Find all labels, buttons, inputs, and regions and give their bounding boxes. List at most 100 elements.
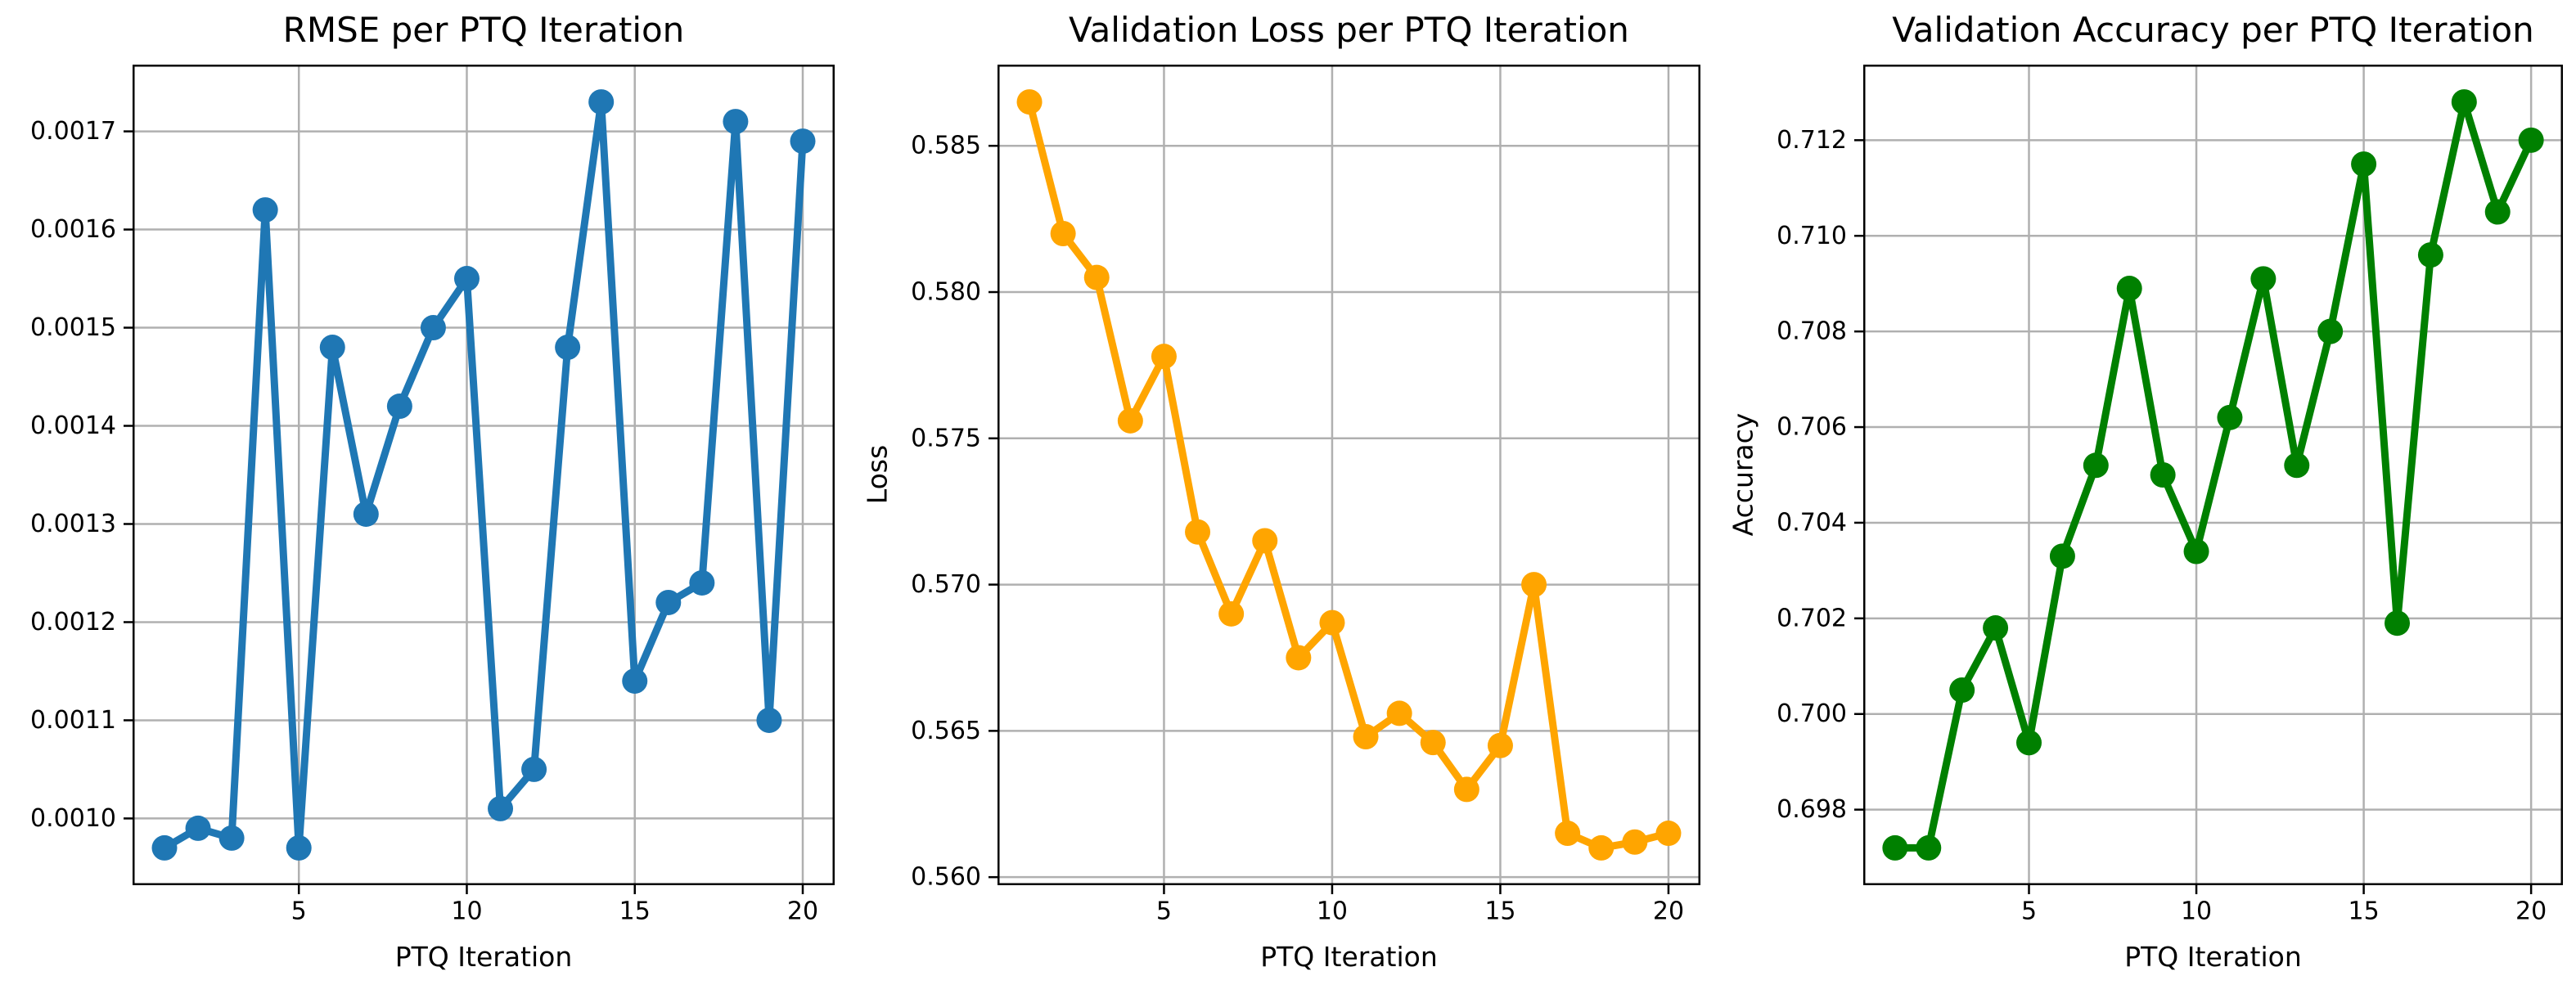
data-point xyxy=(790,128,816,155)
data-point xyxy=(2417,242,2443,268)
data-point xyxy=(1185,519,1211,545)
y-tick-label: 0.560 xyxy=(911,863,981,892)
axes-spines xyxy=(1863,65,2563,885)
y-tick-label: 0.580 xyxy=(911,278,981,307)
data-point xyxy=(252,197,278,223)
data-point xyxy=(555,335,581,361)
data-point xyxy=(453,266,480,292)
y-tick-label: 0.704 xyxy=(1777,508,1847,537)
accuracy-y-axis-label: Accuracy xyxy=(1727,412,1759,537)
axes-spines xyxy=(133,65,835,885)
data-point xyxy=(1016,89,1043,115)
line-series xyxy=(1025,98,1673,852)
y-tick-label: 0.565 xyxy=(911,717,981,745)
data-point xyxy=(2016,730,2042,756)
data-point xyxy=(1555,821,1581,847)
data-point xyxy=(1588,834,1615,861)
data-point xyxy=(689,569,715,596)
data-point xyxy=(756,707,782,733)
x-tick-label: 15 xyxy=(1484,897,1515,926)
data-point xyxy=(1286,645,1312,671)
data-point xyxy=(2049,543,2075,569)
axes-spines xyxy=(998,65,1700,885)
accuracy-x-axis-label: PTQ Iteration xyxy=(2124,941,2302,973)
data-point xyxy=(185,815,211,841)
data-point xyxy=(386,394,412,420)
data-point xyxy=(2518,127,2544,153)
data-point xyxy=(1882,834,1908,861)
data-point xyxy=(2317,318,2344,344)
data-point xyxy=(1949,677,1975,704)
loss-x-axis-label: PTQ Iteration xyxy=(1260,941,1438,973)
data-point xyxy=(2250,266,2277,292)
y-tick-label: 0.0010 xyxy=(30,804,116,833)
data-point xyxy=(723,109,749,135)
data-point xyxy=(353,501,379,527)
y-tick-label: 0.702 xyxy=(1777,604,1847,632)
data-point xyxy=(1622,829,1648,855)
loss-line-chart: 5 10 15 20 0.560 0.565 0.570 0.575 0.580 0.585 xyxy=(911,65,1700,926)
data-point xyxy=(1420,730,1446,756)
rmse-x-axis-label: PTQ Iteration xyxy=(394,941,573,973)
y-tick-label: 0.0015 xyxy=(30,313,116,342)
loss-chart-title: Validation Loss per PTQ Iteration xyxy=(1069,10,1629,50)
y-tick-label: 0.708 xyxy=(1777,317,1847,346)
data-point xyxy=(2183,538,2209,564)
loss-y-axis-label: Loss xyxy=(861,444,894,505)
data-point xyxy=(1083,264,1110,290)
data-point xyxy=(286,834,312,861)
x-tick-label: 5 xyxy=(1156,897,1172,926)
data-point xyxy=(1353,724,1379,750)
x-tick-label: 20 xyxy=(2515,897,2547,926)
rmse-chart-title: RMSE per PTQ Iteration xyxy=(282,10,685,50)
y-tick-label: 0.0011 xyxy=(30,706,116,735)
data-point xyxy=(2116,276,2142,302)
data-point xyxy=(151,834,178,861)
data-point xyxy=(1319,609,1345,636)
data-point xyxy=(319,335,345,361)
data-point xyxy=(1151,344,1177,370)
data-point xyxy=(1453,776,1479,803)
data-point xyxy=(2284,452,2310,479)
y-tick-label: 0.0016 xyxy=(30,215,116,244)
data-point xyxy=(1655,821,1682,847)
x-tick-label: 10 xyxy=(1317,897,1348,926)
data-point xyxy=(1983,615,2009,641)
x-tick-label: 5 xyxy=(291,897,307,926)
y-tick-label: 0.712 xyxy=(1777,126,1847,155)
y-tick-label: 0.706 xyxy=(1777,413,1847,442)
y-tick-label: 0.0014 xyxy=(30,412,116,440)
data-point xyxy=(2351,151,2377,178)
x-tick-label: 10 xyxy=(451,897,482,926)
y-tick-label: 0.570 xyxy=(911,570,981,599)
y-tick-label: 0.700 xyxy=(1777,699,1847,728)
y-tick-label: 0.585 xyxy=(911,132,981,160)
data-point xyxy=(521,756,547,782)
accuracy-chart-title: Validation Accuracy per PTQ Iteration xyxy=(1892,10,2534,50)
data-point xyxy=(2484,199,2511,225)
y-tick-label: 0.0012 xyxy=(30,608,116,636)
data-point xyxy=(2217,404,2243,430)
data-point xyxy=(588,89,615,115)
data-point xyxy=(1252,528,1278,554)
x-tick-label: 15 xyxy=(619,897,651,926)
accuracy-line-chart: 5 10 15 20 0.698 0.700 0.702 0.704 0.706 0.708 0.7… xyxy=(1777,65,2563,926)
data-point xyxy=(622,668,648,694)
y-tick-label: 0.0017 xyxy=(30,117,116,146)
x-tick-label: 20 xyxy=(1653,897,1684,926)
data-point xyxy=(1117,407,1143,434)
line-series xyxy=(1891,98,2535,852)
data-point xyxy=(2083,452,2109,479)
data-point xyxy=(2385,610,2410,636)
data-point xyxy=(1916,834,1942,861)
data-point xyxy=(488,795,514,821)
y-tick-label: 0.710 xyxy=(1777,222,1847,250)
rmse-line-chart: 5 10 15 20 0.0010 0.0011 0.0012 0.0013 0.0014 0.0… xyxy=(30,65,835,926)
y-tick-label: 0.698 xyxy=(1777,795,1847,824)
data-point xyxy=(218,825,245,851)
data-point xyxy=(1050,221,1076,246)
y-tick-label: 0.575 xyxy=(911,424,981,452)
data-point xyxy=(1521,572,1547,598)
x-tick-label: 10 xyxy=(2181,897,2212,926)
